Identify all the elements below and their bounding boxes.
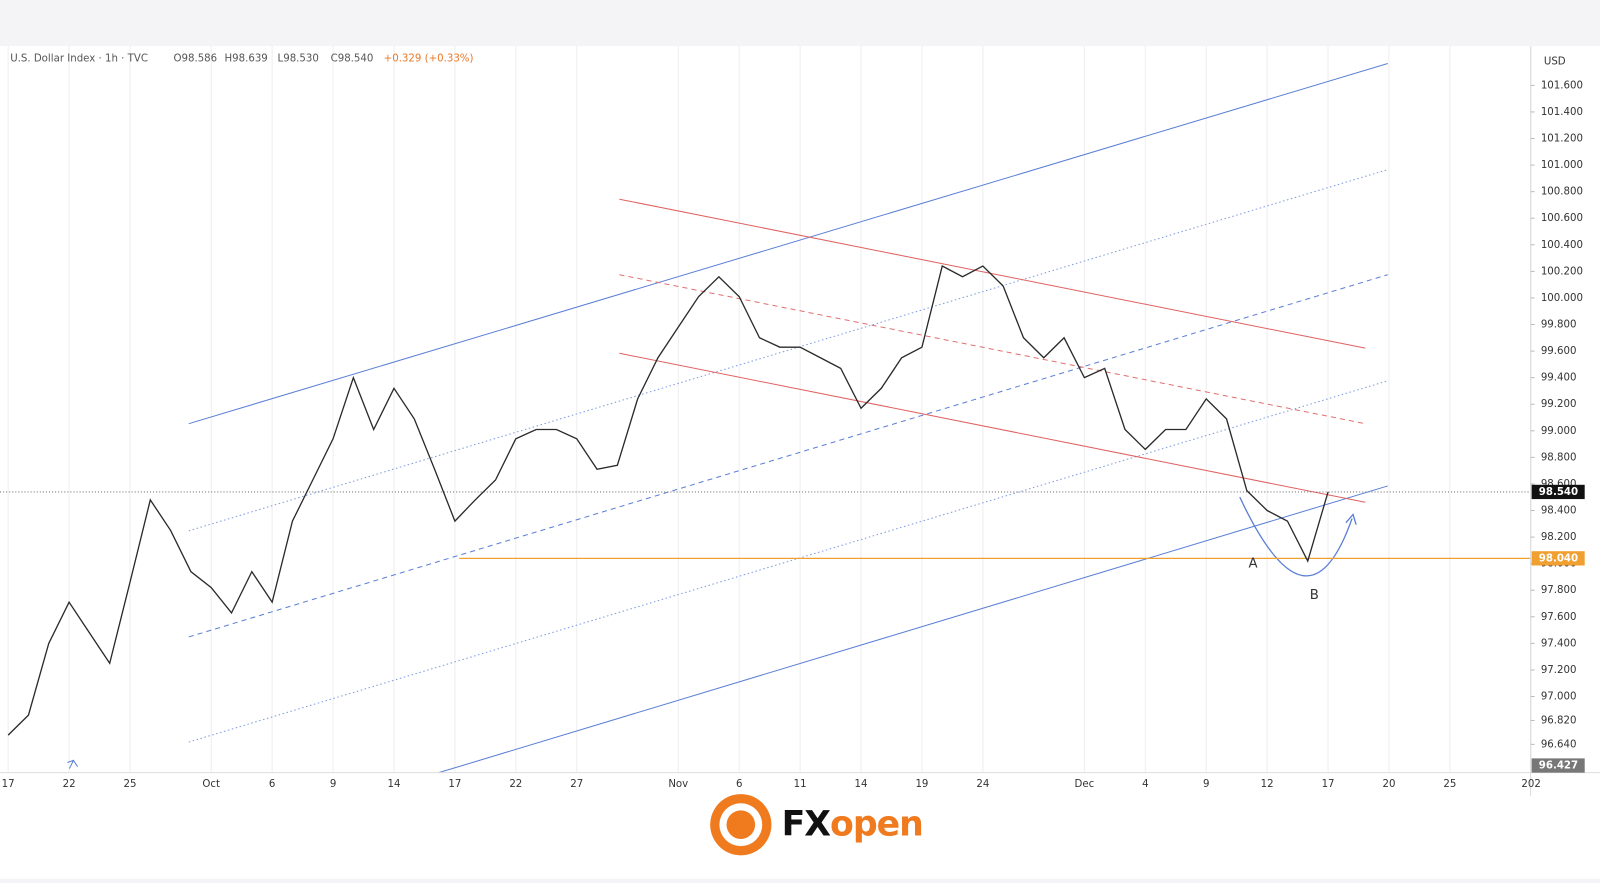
logo-core — [726, 810, 756, 839]
x-tick-label: 25 — [124, 779, 137, 790]
y-tick-label: 97.800 — [1541, 585, 1577, 596]
x-tick-label: Dec — [1075, 779, 1095, 790]
logo-text: FXopen — [782, 805, 923, 845]
price-box-label: 98.540 — [1539, 487, 1578, 498]
x-tick-label: 17 — [448, 779, 461, 790]
y-tick-label: 98.800 — [1541, 452, 1577, 463]
price-box-label: 96.427 — [1539, 761, 1578, 772]
y-tick-label: 97.600 — [1541, 612, 1577, 623]
y-tick-label: 97.200 — [1541, 665, 1577, 676]
x-tick-label: 24 — [976, 779, 989, 790]
y-tick-label: 100.400 — [1541, 240, 1583, 251]
arrow-head — [1345, 513, 1357, 525]
y-tick-label: 96.640 — [1541, 739, 1577, 750]
trend-line — [619, 198, 1366, 349]
x-tick-label: 14 — [387, 779, 400, 790]
y-tick-label: 101.400 — [1541, 107, 1583, 118]
trend-line — [188, 62, 1388, 425]
y-tick-label: 99.200 — [1541, 399, 1577, 410]
price-change: +0.329 (+0.33%) — [384, 53, 474, 64]
trend-line — [188, 380, 1388, 743]
x-tick-label: 22 — [63, 779, 76, 790]
arrow — [67, 759, 78, 769]
ohlc-close: C98.540 — [331, 53, 374, 64]
currency-label: USD — [1544, 56, 1566, 67]
x-tick-label: 14 — [855, 779, 868, 790]
x-tick-label: 27 — [570, 779, 583, 790]
x-tick-label: 6 — [736, 779, 742, 790]
trend-line — [619, 274, 1366, 425]
trend-line — [188, 169, 1388, 532]
price-box-label: 98.040 — [1539, 553, 1578, 564]
trend-line — [188, 274, 1388, 638]
price-box — [1531, 484, 1585, 500]
x-tick-label: 19 — [915, 779, 928, 790]
footer — [0, 796, 1600, 879]
y-tick-label: 101.200 — [1541, 134, 1583, 145]
y-tick-label: 96.820 — [1541, 715, 1577, 726]
ohlc-low: L98.530 — [278, 53, 319, 64]
annotation: A — [1249, 556, 1258, 571]
annotation: B — [1310, 588, 1319, 603]
x-tick-label: 6 — [269, 779, 275, 790]
price-box — [1531, 551, 1585, 566]
logo-fx: FX — [782, 805, 832, 845]
trend-line — [619, 352, 1366, 503]
trend-line — [438, 485, 1388, 774]
x-tick-label: 202 — [1521, 779, 1540, 790]
y-tick-label: 98.200 — [1541, 532, 1577, 543]
x-tick-label: 11 — [794, 779, 807, 790]
x-tick-label: 20 — [1382, 779, 1395, 790]
y-tick-label: 100.000 — [1541, 293, 1583, 304]
y-tick-label: 100.600 — [1541, 213, 1583, 224]
y-tick-label: 98.600 — [1541, 479, 1577, 490]
price-line — [7, 265, 1329, 736]
arc-arrow — [1239, 496, 1353, 577]
x-tick-label: 22 — [509, 779, 522, 790]
y-tick-label: 97.400 — [1541, 638, 1577, 649]
y-tick-label: 99.400 — [1541, 373, 1577, 384]
logo-open: open — [830, 805, 923, 845]
x-tick-label: Oct — [202, 779, 220, 790]
x-tick-label: 12 — [1261, 779, 1274, 790]
x-tick-label: 4 — [1142, 779, 1148, 790]
x-tick-label: 9 — [1203, 779, 1209, 790]
y-tick-label: 97.000 — [1541, 692, 1577, 703]
x-tick-label: 9 — [330, 779, 336, 790]
x-tick-label: 17 — [2, 779, 15, 790]
ohlc-high: H98.639 — [224, 53, 267, 64]
y-tick-label: 100.200 — [1541, 266, 1583, 277]
x-tick-label: 25 — [1443, 779, 1456, 790]
chart-title: U.S. Dollar Index · 1h · TVC — [10, 53, 148, 64]
x-tick-label: 17 — [1322, 779, 1335, 790]
y-tick-label: 98.400 — [1541, 506, 1577, 517]
ohlc-open: O98.586 — [173, 53, 217, 64]
channel-lines — [67, 62, 1388, 774]
y-tick-label: 101.000 — [1541, 160, 1583, 171]
y-tick-label: 99.600 — [1541, 346, 1577, 357]
y-tick-label: 101.600 — [1541, 80, 1583, 91]
logo: FXopen — [710, 794, 924, 856]
y-tick-label: 99.800 — [1541, 320, 1577, 331]
y-tick-label: 100.800 — [1541, 187, 1583, 198]
price-box — [1531, 758, 1585, 773]
x-tick-label: Nov — [668, 779, 688, 790]
y-tick-label: 99.000 — [1541, 426, 1577, 437]
